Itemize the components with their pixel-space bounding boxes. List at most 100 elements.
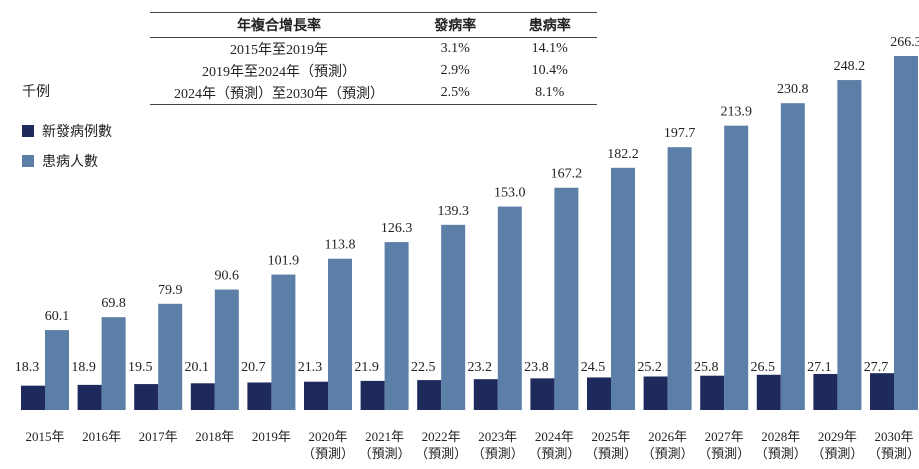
x-tick-label: 2018年 bbox=[195, 429, 235, 444]
legend-swatch bbox=[22, 125, 34, 137]
value-label: 248.2 bbox=[834, 59, 866, 74]
value-label: 25.8 bbox=[694, 360, 719, 375]
value-label: 18.9 bbox=[71, 360, 96, 375]
x-tick-label: 2016年 bbox=[82, 429, 122, 444]
x-tick-label: 2019年 bbox=[251, 429, 291, 444]
x-tick-label: 2025年 （預測） bbox=[584, 429, 637, 461]
value-label: 27.7 bbox=[864, 360, 889, 375]
value-label: 69.8 bbox=[101, 296, 126, 311]
bar bbox=[360, 380, 385, 410]
bar bbox=[417, 380, 442, 410]
bar bbox=[587, 377, 611, 410]
x-tick-label: 2029年 （預測） bbox=[811, 429, 864, 461]
table-head: 年複合增長率 bbox=[150, 12, 408, 38]
value-label: 26.5 bbox=[751, 360, 776, 375]
x-tick-label: 2030年 （預測） bbox=[867, 429, 919, 461]
value-label: 24.5 bbox=[581, 360, 606, 375]
x-tick-label: 2017年 bbox=[138, 429, 178, 444]
table-row: 2024年（預測）至2030年（預測） 2.5% 8.1% bbox=[150, 82, 597, 105]
value-label: 20.1 bbox=[185, 360, 210, 375]
value-label: 153.0 bbox=[494, 186, 526, 201]
bar bbox=[158, 303, 183, 410]
x-tick-label: 2020年 （預測） bbox=[301, 429, 354, 461]
x-tick-label: 2022年 （預測） bbox=[415, 429, 468, 461]
bar bbox=[214, 289, 239, 410]
value-label: 182.2 bbox=[607, 147, 639, 162]
bar bbox=[837, 80, 862, 410]
value-label: 21.9 bbox=[354, 360, 379, 375]
x-tick-label: 2028年 （預測） bbox=[754, 429, 807, 461]
value-label: 20.7 bbox=[241, 360, 266, 375]
value-label: 23.2 bbox=[468, 360, 493, 375]
table-cell: 2015年至2019年 bbox=[230, 43, 328, 58]
table-head: 發病率 bbox=[408, 12, 503, 38]
bar bbox=[101, 317, 126, 410]
value-label: 79.9 bbox=[158, 283, 183, 298]
bar bbox=[611, 167, 635, 410]
unit-label: 千例 bbox=[22, 84, 50, 100]
table-cell: 2019年至2024年（預測） bbox=[202, 65, 356, 80]
bar bbox=[77, 384, 102, 410]
value-label: 266.3 bbox=[890, 35, 919, 50]
table-row: 2019年至2024年（預測） 2.9% 10.4% bbox=[150, 60, 597, 82]
bar bbox=[473, 379, 498, 410]
table-cell: 2.5% bbox=[408, 82, 503, 105]
value-label: 19.5 bbox=[128, 360, 153, 375]
bar bbox=[894, 56, 918, 410]
table-row: 2015年至2019年 3.1% 14.1% bbox=[150, 38, 597, 61]
bar bbox=[870, 373, 894, 410]
value-label: 126.3 bbox=[381, 221, 413, 236]
value-label: 18.3 bbox=[15, 360, 40, 375]
value-label: 23.8 bbox=[524, 360, 549, 375]
value-label: 197.7 bbox=[664, 126, 696, 141]
bar bbox=[554, 187, 579, 410]
x-tick-label: 2023年 （預測） bbox=[471, 429, 524, 461]
bar bbox=[700, 375, 725, 410]
table-cell: 2024年（預測）至2030年（預測） bbox=[150, 82, 408, 105]
value-label: 213.9 bbox=[720, 105, 752, 120]
bar bbox=[643, 376, 668, 410]
bar bbox=[724, 125, 749, 411]
value-label: 21.3 bbox=[298, 360, 323, 375]
table-cell: 8.1% bbox=[502, 82, 597, 105]
x-tick-label: 2021年 （預測） bbox=[358, 429, 411, 461]
x-tick-label: 2024年 （預測） bbox=[528, 429, 581, 461]
bar bbox=[497, 206, 522, 410]
table-head: 患病率 bbox=[502, 12, 597, 38]
bar bbox=[21, 385, 45, 410]
bar bbox=[667, 147, 692, 410]
bar bbox=[813, 373, 838, 410]
bar bbox=[134, 384, 159, 410]
x-tick-label: 2026年 （預測） bbox=[641, 429, 694, 461]
value-label: 167.2 bbox=[551, 167, 583, 182]
growth-table: 年複合增長率 發病率 患病率 2015年至2019年 3.1% 14.1% 20… bbox=[150, 12, 597, 105]
bar bbox=[45, 330, 69, 410]
table-cell: 10.4% bbox=[531, 63, 568, 78]
bar bbox=[530, 378, 555, 410]
bar bbox=[780, 103, 805, 411]
legend-swatch bbox=[22, 155, 34, 167]
legend-label: 患病人數 bbox=[42, 154, 98, 170]
table-header: 年複合增長率 發病率 患病率 bbox=[150, 12, 597, 38]
table-cell: 3.1% bbox=[440, 41, 470, 56]
value-label: 139.3 bbox=[437, 204, 469, 219]
value-label: 90.6 bbox=[215, 269, 240, 284]
bar bbox=[271, 274, 296, 410]
value-label: 27.1 bbox=[807, 360, 832, 375]
bar bbox=[247, 382, 272, 410]
value-label: 101.9 bbox=[268, 254, 300, 269]
bar bbox=[384, 242, 409, 410]
value-label: 230.8 bbox=[777, 82, 809, 97]
bar bbox=[756, 374, 781, 410]
value-label: 22.5 bbox=[411, 360, 436, 375]
legend-label: 新發病例數 bbox=[42, 124, 112, 140]
value-label: 60.1 bbox=[45, 309, 70, 324]
value-label: 113.8 bbox=[325, 238, 356, 253]
bar bbox=[328, 258, 352, 410]
bar bbox=[190, 383, 215, 410]
x-tick-label: 2027年 （預測） bbox=[698, 429, 751, 461]
table-cell: 2.9% bbox=[440, 63, 470, 78]
x-tick-label: 2015年 bbox=[25, 429, 65, 444]
